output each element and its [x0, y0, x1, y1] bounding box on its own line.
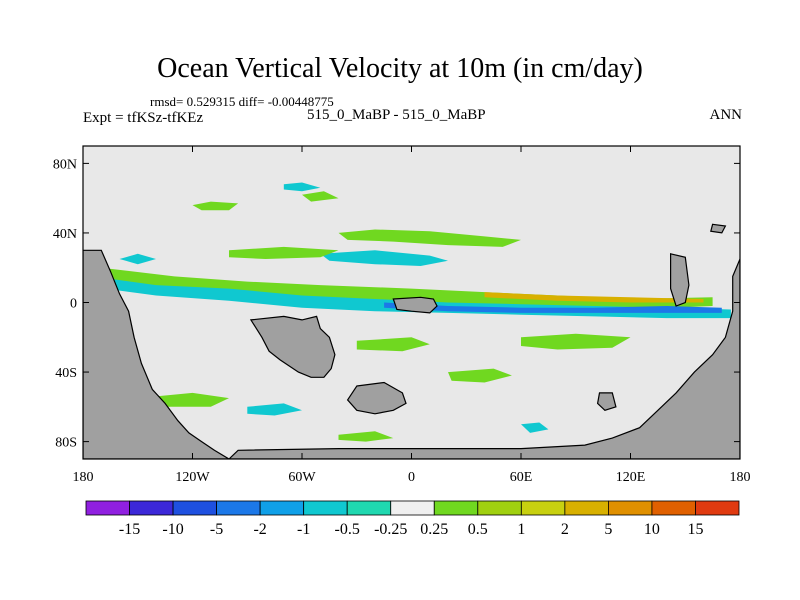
contour-fill-14	[448, 368, 512, 383]
contour-fill-13	[247, 403, 302, 416]
contour-fill-10	[521, 333, 631, 350]
colorbar-label-5: -0.5	[335, 521, 360, 538]
y-tick-label-0: 80N	[53, 157, 77, 172]
colorbar-label-11: 5	[604, 521, 612, 538]
land-east-coast-peninsula	[669, 253, 690, 307]
land-small-island-north	[710, 223, 727, 234]
land-antarctica-shelf	[228, 258, 740, 459]
contour-fill-8	[283, 182, 321, 192]
stats-text: rmsd= 0.529315 diff= -0.00448775	[150, 94, 334, 109]
contour-fill-6	[229, 246, 339, 259]
map-field	[83, 146, 740, 459]
season-label: ANN	[709, 107, 743, 123]
colorbar-swatch-4	[259, 500, 305, 516]
x-tick-label-4: 60E	[510, 470, 533, 485]
contour-fill-4	[338, 229, 521, 247]
contour-fill-1	[92, 276, 731, 319]
land-small-island-south	[596, 392, 617, 411]
contour-fill-17	[521, 422, 549, 433]
colorbar-label-1: -10	[162, 521, 183, 538]
colorbar-label-7: 0.25	[420, 521, 448, 538]
x-tick-label-1: 120W	[175, 470, 210, 485]
contour-fill-3	[484, 292, 704, 303]
land-atlantic-island-south	[346, 381, 407, 415]
colorbar: -15 -10 -5 -2 -1 -0.5 -0.25 0.25 0.5 1 2 5 10 15	[85, 500, 740, 538]
colorbar-label-0: -15	[119, 521, 140, 538]
colorbar-label-8: 0.5	[468, 521, 488, 538]
x-tick-label-2: 60W	[288, 470, 316, 485]
chart-title: Ocean Vertical Velocity at 10m (in cm/da…	[157, 53, 643, 84]
y-tick-label-2: 0	[70, 297, 77, 312]
colorbar-label-4: -1	[297, 521, 310, 538]
contour-fill-7	[192, 201, 239, 211]
colorbar-label-13: 15	[687, 521, 703, 538]
y-tick-label-1: 40N	[53, 227, 77, 242]
colorbar-swatch-0	[85, 500, 130, 516]
contour-fill-2	[384, 302, 722, 313]
y-tick-label-3: 40S	[55, 366, 77, 381]
x-tick-label-6: 180	[730, 470, 751, 485]
colorbar-label-10: 2	[561, 521, 569, 538]
contour-fill-15	[338, 431, 394, 442]
colorbar-swatch-5	[303, 500, 348, 516]
contour-fill-5	[320, 250, 448, 266]
contour-fill-11	[356, 337, 430, 352]
colorbar-swatch-7	[390, 500, 435, 516]
colorbar-label-2: -5	[210, 521, 223, 538]
colorbar-swatch-6	[346, 500, 392, 516]
colorbar-swatch-14	[695, 500, 740, 516]
x-tick-label-0: 180	[73, 470, 94, 485]
colorbar-swatch-3	[216, 500, 261, 516]
colorbar-swatch-8	[433, 500, 479, 516]
x-tick-label-3: 0	[408, 470, 415, 485]
land-americas-west-coast	[83, 249, 231, 459]
colorbar-label-9: 1	[517, 521, 525, 538]
colorbar-label-6: -0.25	[374, 521, 407, 538]
land-african-island	[392, 296, 438, 314]
colorbar-label-12: 10	[644, 521, 660, 538]
colorbar-swatch-12	[608, 500, 653, 516]
colorbar-swatch-2	[172, 500, 217, 516]
contour-fill-16	[119, 253, 156, 265]
land-south-america-like-island	[249, 315, 336, 378]
contour-fill-9	[302, 191, 339, 202]
expt-label: Expt = tfKSz-tfKEz	[83, 110, 204, 126]
colorbar-swatch-1	[129, 500, 174, 516]
case-label: 515_0_MaBP - 515_0_MaBP	[307, 107, 486, 123]
y-tick-label-4: 80S	[55, 436, 77, 451]
colorbar-swatch-13	[651, 500, 696, 516]
x-tick-label-5: 120E	[616, 470, 646, 485]
colorbar-swatch-10	[520, 500, 566, 516]
axes: 180 120W 60W 0 60E 120E 180 80N 40N 0 40S 80S	[53, 146, 751, 485]
colorbar-swatch-11	[564, 500, 609, 516]
colorbar-label-3: -2	[253, 521, 266, 538]
colorbar-swatch-9	[477, 500, 522, 516]
